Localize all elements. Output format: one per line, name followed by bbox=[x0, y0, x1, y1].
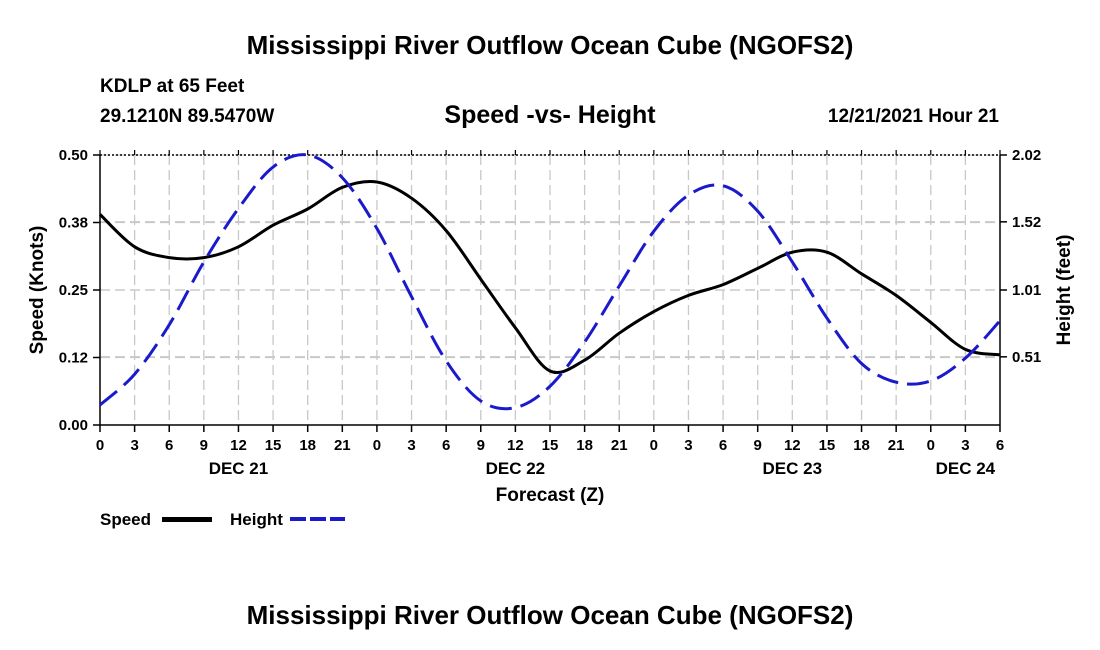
series-line-speed bbox=[98, 179, 1001, 374]
series-layer bbox=[98, 153, 1002, 411]
chart-subtitle: Speed -vs- Height bbox=[444, 101, 656, 129]
legend-height-label: Height bbox=[230, 510, 283, 529]
x-tick-label: 9 bbox=[477, 437, 485, 454]
x-tick-label: 6 bbox=[165, 437, 173, 454]
coordinates-label: 29.1210N 89.5470W bbox=[100, 106, 275, 127]
axes bbox=[93, 150, 1007, 432]
x-tick-label: 18 bbox=[576, 437, 593, 454]
datetime-label: 12/21/2021 Hour 21 bbox=[827, 106, 999, 127]
legend-speed-swatch bbox=[162, 517, 212, 522]
x-tick-label: 18 bbox=[853, 437, 870, 454]
axis-labels: 0 3 6 9 12 15 18 21 0 3 6 9 12 15 18 21 0 3 6 9 12 15 18 21 0 3 6D… bbox=[27, 147, 1075, 506]
speed-height-chart: 0 3 6 9 12 15 18 21 0 3 6 9 12 15 18 21 0 3 6 9 12 15 18 21 0 3 6D… bbox=[27, 147, 1075, 506]
y2-tick-label: 1.52 bbox=[1012, 214, 1041, 231]
y-tick-label: 0.00 bbox=[59, 417, 88, 434]
x-tick-label: 0 bbox=[96, 437, 104, 454]
x-tick-label: 0 bbox=[650, 437, 658, 454]
x-tick-label: 0 bbox=[927, 437, 935, 454]
y-tick-label: 0.12 bbox=[59, 350, 88, 367]
y2-tick-label: 0.51 bbox=[1012, 349, 1041, 366]
x-tick-label: 9 bbox=[754, 437, 762, 454]
x-tick-label: 3 bbox=[684, 437, 692, 454]
x-tick-label: 3 bbox=[961, 437, 969, 454]
chart-title: Mississippi River Outflow Ocean Cube (NG… bbox=[246, 30, 854, 60]
day-label: DEC 23 bbox=[763, 459, 823, 478]
day-label: DEC 22 bbox=[486, 459, 546, 478]
y-tick-label: 0.25 bbox=[59, 282, 88, 299]
x-tick-label: 9 bbox=[200, 437, 208, 454]
series-line-height bbox=[99, 153, 1002, 411]
x-tick-label: 21 bbox=[334, 437, 351, 454]
y2-axis-title: Height (feet) bbox=[1054, 235, 1075, 346]
footer-title: Mississippi River Outflow Ocean Cube (NG… bbox=[246, 600, 854, 630]
y-tick-label: 0.50 bbox=[59, 147, 88, 164]
x-tick-label: 12 bbox=[230, 437, 247, 454]
x-tick-label: 12 bbox=[784, 437, 801, 454]
day-label: DEC 24 bbox=[936, 459, 996, 478]
x-tick-label: 6 bbox=[996, 437, 1004, 454]
y-axis-title: Speed (Knots) bbox=[27, 226, 48, 355]
y2-tick-label: 1.01 bbox=[1012, 282, 1041, 299]
x-tick-label: 3 bbox=[130, 437, 138, 454]
day-label: DEC 21 bbox=[209, 459, 269, 478]
x-tick-label: 6 bbox=[719, 437, 727, 454]
x-tick-label: 3 bbox=[407, 437, 415, 454]
x-tick-label: 21 bbox=[888, 437, 905, 454]
x-tick-label: 21 bbox=[611, 437, 628, 454]
x-tick-label: 15 bbox=[265, 437, 282, 454]
legend-speed-label: Speed bbox=[100, 510, 152, 529]
x-tick-label: 6 bbox=[442, 437, 450, 454]
x-axis-title: Forecast (Z) bbox=[496, 485, 605, 506]
station-label: KDLP at 65 Feet bbox=[100, 76, 245, 97]
grid-lines bbox=[100, 154, 1000, 425]
x-tick-label: 15 bbox=[542, 437, 559, 454]
y-tick-label: 0.38 bbox=[59, 215, 88, 232]
x-tick-label: 18 bbox=[299, 437, 316, 454]
y2-tick-label: 2.02 bbox=[1012, 147, 1041, 164]
legend-height-swatch bbox=[290, 517, 345, 521]
x-tick-label: 12 bbox=[507, 437, 524, 454]
x-tick-label: 0 bbox=[373, 437, 381, 454]
x-tick-label: 15 bbox=[819, 437, 836, 454]
